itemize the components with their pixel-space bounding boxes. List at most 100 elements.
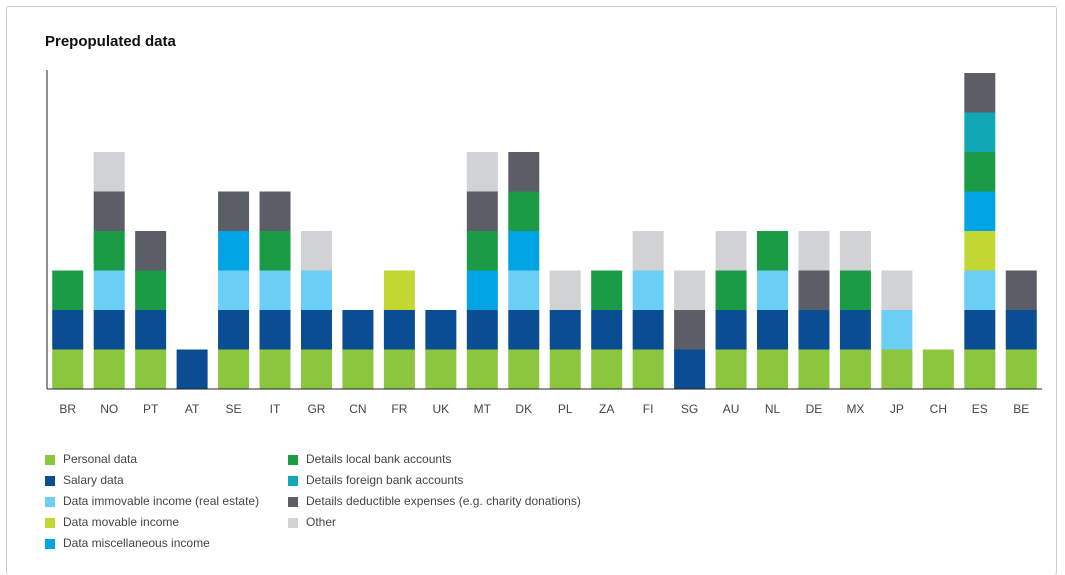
bar-segment [964, 349, 996, 389]
bar-segment [218, 349, 250, 389]
bar-segment [549, 349, 581, 389]
bar-segment [466, 349, 498, 389]
x-tick-label: SE [226, 402, 242, 416]
x-tick-label: UK [433, 402, 450, 416]
x-tick-label: AU [723, 402, 740, 416]
legend-swatch [45, 539, 55, 549]
bar-segment [508, 231, 540, 271]
bar-segment [964, 191, 996, 231]
bar-segment [466, 310, 498, 350]
bar-segment [508, 191, 540, 231]
bar-segment [300, 231, 332, 271]
bar-segment [52, 270, 84, 310]
bar-segment [674, 310, 706, 350]
bar-segment [300, 270, 332, 310]
x-tick-label: BR [59, 402, 76, 416]
legend-label: Data miscellaneous income [63, 536, 210, 550]
x-tick-label: NO [100, 402, 118, 416]
bar-segment [218, 231, 250, 271]
bar-segment [300, 310, 332, 350]
bar-segment [383, 270, 415, 310]
x-tick-label: CH [930, 402, 947, 416]
legend-label: Details foreign bank accounts [306, 473, 463, 487]
legend-label: Details local bank accounts [306, 452, 451, 466]
bar-segment [715, 231, 747, 271]
legend-swatch [288, 476, 298, 486]
x-tick-label: GR [307, 402, 325, 416]
bar-segment [757, 349, 789, 389]
legend-swatch [288, 497, 298, 507]
bar-segment [757, 310, 789, 350]
bar-segment [466, 270, 498, 310]
legend-swatch [288, 455, 298, 465]
bar-segment [674, 349, 706, 389]
legend-swatch [45, 497, 55, 507]
legend-label: Salary data [63, 473, 124, 487]
x-tick-label: AT [185, 402, 200, 416]
bar-segment [964, 231, 996, 271]
bar-segment [135, 310, 167, 350]
bar-segment [259, 270, 291, 310]
bar-segment [93, 349, 125, 389]
bar-segment [798, 231, 830, 271]
bar-segment [383, 310, 415, 350]
bar-segment [93, 191, 125, 231]
bar-segment [52, 310, 84, 350]
bar-segment [715, 349, 747, 389]
bar-segment [218, 270, 250, 310]
bar-segment [674, 270, 706, 310]
bar-segment [591, 349, 623, 389]
x-tick-label: DE [806, 402, 823, 416]
bar-segment [508, 310, 540, 350]
bar-segment [591, 270, 623, 310]
x-tick-label: IT [270, 402, 281, 416]
bar-segment [466, 152, 498, 192]
bar-segment [1005, 270, 1037, 310]
bar-segment [259, 310, 291, 350]
bar-segment [176, 349, 208, 389]
bar-segment [632, 310, 664, 350]
bar-segment [93, 310, 125, 350]
legend-label: Data immovable income (real estate) [63, 494, 259, 508]
bar-segment [383, 349, 415, 389]
bar-segment [549, 270, 581, 310]
bar-segment [342, 349, 374, 389]
x-tick-label: FI [643, 402, 654, 416]
bar-segment [839, 270, 871, 310]
bar-segment [798, 349, 830, 389]
bar-segment [508, 152, 540, 192]
bar-segment [425, 349, 457, 389]
bar-segment [715, 270, 747, 310]
x-tick-label: SG [681, 402, 698, 416]
bar-segment [964, 112, 996, 152]
bar-segment [135, 349, 167, 389]
bar-segment [839, 349, 871, 389]
bar-segment [964, 270, 996, 310]
bar-segment [881, 310, 913, 350]
bar-segment [798, 270, 830, 310]
legend-swatch [45, 476, 55, 486]
x-tick-label: PL [558, 402, 573, 416]
bar-segment [93, 270, 125, 310]
legend-swatch [45, 455, 55, 465]
bar-segment [508, 349, 540, 389]
legend-label: Personal data [63, 452, 137, 466]
bar-segment [757, 231, 789, 271]
bar-segment [881, 270, 913, 310]
bar-segment [964, 73, 996, 113]
bar-segment [549, 310, 581, 350]
bar-segment [839, 231, 871, 271]
legend-swatch [45, 518, 55, 528]
x-tick-label: ZA [599, 402, 614, 416]
bar-segment [259, 349, 291, 389]
bar-segment [218, 310, 250, 350]
bar-segment [964, 152, 996, 192]
bar-segment [425, 310, 457, 350]
x-tick-label: BE [1013, 402, 1029, 416]
bar-segment [632, 231, 664, 271]
bar-segment [922, 349, 954, 389]
legend-label: Other [306, 515, 336, 529]
bar-segment [591, 310, 623, 350]
bar-segment [93, 231, 125, 271]
